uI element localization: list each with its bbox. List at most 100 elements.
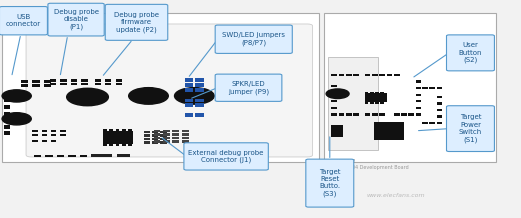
FancyBboxPatch shape <box>32 140 38 142</box>
FancyBboxPatch shape <box>365 93 387 102</box>
FancyBboxPatch shape <box>2 13 319 162</box>
FancyBboxPatch shape <box>4 125 10 129</box>
Circle shape <box>2 90 31 102</box>
FancyBboxPatch shape <box>172 140 179 143</box>
FancyBboxPatch shape <box>185 99 193 102</box>
FancyBboxPatch shape <box>34 155 41 157</box>
FancyBboxPatch shape <box>416 100 421 102</box>
FancyBboxPatch shape <box>380 92 384 93</box>
FancyBboxPatch shape <box>32 130 38 132</box>
FancyBboxPatch shape <box>195 78 204 82</box>
FancyBboxPatch shape <box>42 134 47 136</box>
FancyBboxPatch shape <box>4 118 10 122</box>
Text: Target
Power
Switch
(S1): Target Power Switch (S1) <box>459 114 482 143</box>
FancyBboxPatch shape <box>429 122 435 124</box>
FancyBboxPatch shape <box>160 141 167 144</box>
FancyBboxPatch shape <box>182 137 189 139</box>
FancyBboxPatch shape <box>103 143 107 146</box>
FancyBboxPatch shape <box>60 134 66 136</box>
FancyBboxPatch shape <box>215 25 292 53</box>
FancyBboxPatch shape <box>394 113 400 116</box>
FancyBboxPatch shape <box>152 131 158 133</box>
Circle shape <box>2 113 31 125</box>
FancyBboxPatch shape <box>122 143 126 146</box>
FancyBboxPatch shape <box>103 131 133 144</box>
FancyBboxPatch shape <box>163 133 170 136</box>
FancyBboxPatch shape <box>429 87 435 89</box>
Text: USB
connector: USB connector <box>6 14 41 27</box>
FancyBboxPatch shape <box>182 130 189 132</box>
FancyBboxPatch shape <box>60 83 67 85</box>
FancyBboxPatch shape <box>437 115 442 118</box>
FancyBboxPatch shape <box>182 133 189 136</box>
FancyBboxPatch shape <box>105 83 111 85</box>
FancyBboxPatch shape <box>331 100 337 102</box>
FancyBboxPatch shape <box>353 74 359 76</box>
Text: External debug probe
Connector (J1): External debug probe Connector (J1) <box>189 150 264 163</box>
FancyBboxPatch shape <box>182 140 189 143</box>
FancyBboxPatch shape <box>437 87 442 89</box>
FancyBboxPatch shape <box>80 155 87 157</box>
FancyBboxPatch shape <box>370 92 374 93</box>
FancyBboxPatch shape <box>172 130 179 132</box>
FancyBboxPatch shape <box>375 102 379 104</box>
FancyBboxPatch shape <box>374 122 404 140</box>
FancyBboxPatch shape <box>95 79 101 82</box>
FancyBboxPatch shape <box>32 84 40 87</box>
FancyBboxPatch shape <box>144 131 150 133</box>
FancyBboxPatch shape <box>331 85 337 87</box>
FancyBboxPatch shape <box>21 84 28 87</box>
FancyBboxPatch shape <box>324 13 496 162</box>
FancyBboxPatch shape <box>380 102 384 104</box>
FancyBboxPatch shape <box>116 79 122 82</box>
Circle shape <box>175 88 214 104</box>
Text: Debug probe
disable
(P1): Debug probe disable (P1) <box>54 9 98 30</box>
FancyBboxPatch shape <box>154 130 160 132</box>
FancyBboxPatch shape <box>160 131 167 133</box>
FancyBboxPatch shape <box>71 79 77 82</box>
FancyBboxPatch shape <box>160 134 167 137</box>
FancyBboxPatch shape <box>57 155 64 157</box>
FancyBboxPatch shape <box>416 107 421 109</box>
FancyBboxPatch shape <box>152 138 158 140</box>
FancyBboxPatch shape <box>185 103 193 107</box>
FancyBboxPatch shape <box>109 143 113 146</box>
Text: Debug probe
firmware
update (P2): Debug probe firmware update (P2) <box>114 12 159 33</box>
FancyBboxPatch shape <box>416 113 421 116</box>
FancyBboxPatch shape <box>184 143 268 170</box>
FancyBboxPatch shape <box>51 134 56 136</box>
FancyBboxPatch shape <box>152 134 158 137</box>
FancyBboxPatch shape <box>32 80 40 83</box>
FancyBboxPatch shape <box>26 24 313 157</box>
FancyBboxPatch shape <box>144 141 150 144</box>
FancyBboxPatch shape <box>44 80 51 83</box>
FancyBboxPatch shape <box>185 88 193 92</box>
FancyBboxPatch shape <box>331 125 343 137</box>
FancyBboxPatch shape <box>122 129 126 131</box>
FancyBboxPatch shape <box>422 122 428 124</box>
FancyBboxPatch shape <box>331 74 337 76</box>
FancyBboxPatch shape <box>50 83 56 85</box>
FancyBboxPatch shape <box>51 140 56 142</box>
FancyBboxPatch shape <box>331 107 337 109</box>
FancyBboxPatch shape <box>437 102 442 105</box>
FancyBboxPatch shape <box>116 83 122 85</box>
FancyBboxPatch shape <box>353 113 359 116</box>
FancyBboxPatch shape <box>437 109 442 111</box>
FancyBboxPatch shape <box>172 133 179 136</box>
FancyBboxPatch shape <box>117 154 130 157</box>
FancyBboxPatch shape <box>416 94 421 96</box>
FancyBboxPatch shape <box>401 113 407 116</box>
Text: User
Button
(S2): User Button (S2) <box>458 42 482 63</box>
FancyBboxPatch shape <box>185 83 193 87</box>
FancyBboxPatch shape <box>81 79 88 82</box>
FancyBboxPatch shape <box>128 143 132 146</box>
FancyBboxPatch shape <box>408 113 414 116</box>
FancyBboxPatch shape <box>195 99 204 102</box>
FancyBboxPatch shape <box>370 102 374 104</box>
FancyBboxPatch shape <box>365 113 370 116</box>
Circle shape <box>129 88 168 104</box>
FancyBboxPatch shape <box>0 7 47 35</box>
FancyBboxPatch shape <box>422 87 428 89</box>
FancyBboxPatch shape <box>328 57 378 150</box>
